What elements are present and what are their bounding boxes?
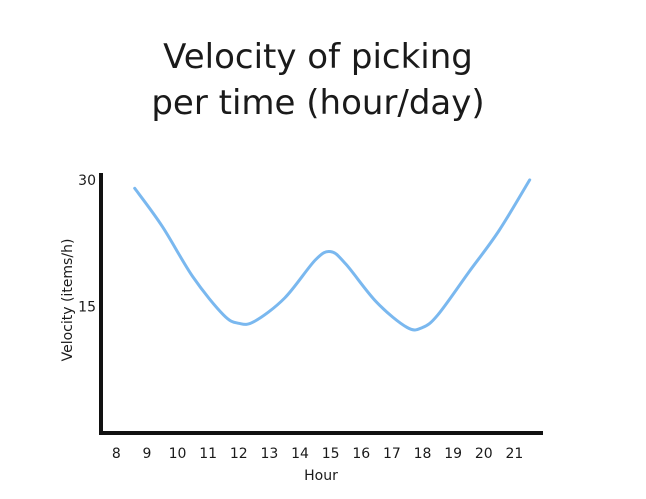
x-tick-labels: 8 9 10 11 12 13 14 15 16 17 18 19 20 21 [112,446,523,462]
x-tick-label: 11 [199,446,217,462]
chart-title-line-2: per time (hour/day) [151,83,484,123]
x-tick-label: 17 [383,446,401,462]
y-axis-label: Velocity (items/h) [60,239,76,362]
x-tick-label: 16 [352,446,370,462]
x-tick-label: 9 [142,446,151,462]
x-tick-label: 13 [260,446,278,462]
x-tick-label: 19 [444,446,462,462]
y-tick-label: 15 [78,299,96,315]
y-tick-label: 30 [78,173,96,189]
x-tick-label: 18 [414,446,432,462]
x-tick-label: 10 [169,446,187,462]
velocity-line [133,178,532,332]
x-tick-label: 20 [475,446,493,462]
x-tick-label: 15 [322,446,340,462]
x-tick-label: 14 [291,446,309,462]
chart-title-line-1: Velocity of picking [163,37,473,77]
x-tick-label: 8 [112,446,121,462]
x-axis-label: Hour [304,468,338,484]
x-tick-label: 12 [230,446,248,462]
x-tick-label: 21 [505,446,523,462]
